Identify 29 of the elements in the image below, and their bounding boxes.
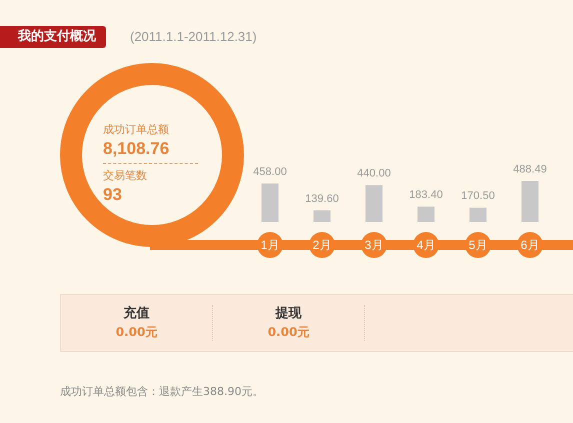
text: 93 [103, 184, 123, 206]
bar [522, 181, 538, 222]
text: 提现 [274, 305, 302, 323]
text: 成功订单总额包含：退款产生388.90元。 [60, 384, 264, 399]
data-label: 139.60 [305, 192, 339, 205]
chart-subtitle: (2011.1.1-2011.12.31) [130, 29, 257, 44]
x-tick-label: 4月 [416, 238, 436, 252]
x-tick-label: 1月 [260, 238, 280, 252]
bar [366, 185, 382, 222]
x-tick-label: 5月 [468, 238, 488, 252]
text: 交易笔数 [103, 168, 148, 184]
text: 充值 [122, 305, 150, 323]
x-tick-label: 2月 [312, 238, 332, 252]
data-label: 170.50 [461, 190, 495, 202]
text: 8,108.76 [103, 138, 170, 160]
text: 0.00元 [266, 324, 310, 341]
bar [470, 208, 486, 222]
data-label: 183.40 [409, 189, 443, 202]
bar [418, 206, 434, 222]
data-label: 488.49 [513, 164, 547, 176]
text: 我的支付概况 [0, 26, 106, 48]
x-tick-label: 3月 [364, 238, 384, 252]
text: 0.00元 [114, 324, 158, 341]
bar [262, 184, 278, 222]
data-label: 440.00 [357, 168, 391, 180]
bar [314, 210, 330, 222]
x-tick-label: 6月 [520, 238, 540, 252]
text: 成功订单总额 [103, 122, 170, 138]
data-label: 458.00 [253, 166, 287, 178]
